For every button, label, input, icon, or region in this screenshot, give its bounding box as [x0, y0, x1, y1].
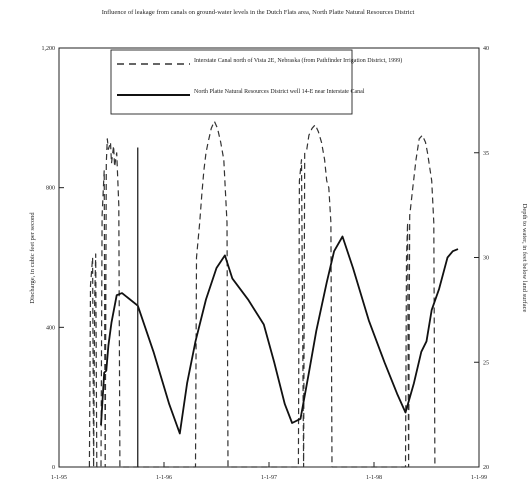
y-axis-label: Discharge, in cubic feet per second — [29, 212, 36, 304]
y2-axis-label: Depth to water, in feet below land surfa… — [521, 204, 528, 313]
x-tick-label: 1-1-98 — [366, 475, 382, 481]
chart-title: Influence of leakage from canals on grou… — [102, 9, 415, 16]
series-line-well-depth — [100, 235, 459, 435]
y2-tick-label: 30 — [483, 256, 489, 262]
y2-tick-label: 25 — [483, 360, 489, 366]
y2-tick-label: 40 — [483, 46, 489, 52]
legend-label-canal: Interstate Canal north of Vista 2E, Nebr… — [194, 57, 402, 64]
y2-tick-label: 20 — [483, 465, 489, 471]
series-layer — [88, 120, 459, 468]
x-tick-label: 1-1-95 — [51, 475, 67, 481]
y-tick-label: 800 — [46, 186, 55, 192]
legend-box — [110, 49, 353, 115]
x-tick-label: 1-1-96 — [156, 475, 172, 481]
x-tick-label: 1-1-97 — [261, 475, 277, 481]
legend: Interstate Canal north of Vista 2E, Nebr… — [110, 49, 402, 115]
left-axis: 0 400 800 1,200 — [42, 46, 64, 471]
y-tick-label: 1,200 — [42, 46, 56, 52]
y-tick-label: 400 — [46, 325, 55, 331]
y-tick-label: 0 — [52, 465, 55, 471]
legend-label-well: North Platte Natural Resources District … — [194, 89, 365, 95]
y2-tick-label: 35 — [483, 151, 489, 157]
x-tick-label: 1-1-99 — [471, 475, 487, 481]
x-axis: 1-1-95 1-1-96 1-1-97 1-1-98 1-1-99 — [51, 462, 487, 481]
series-line-canal-discharge — [88, 120, 436, 468]
right-axis: 20 25 30 35 40 — [474, 46, 489, 471]
